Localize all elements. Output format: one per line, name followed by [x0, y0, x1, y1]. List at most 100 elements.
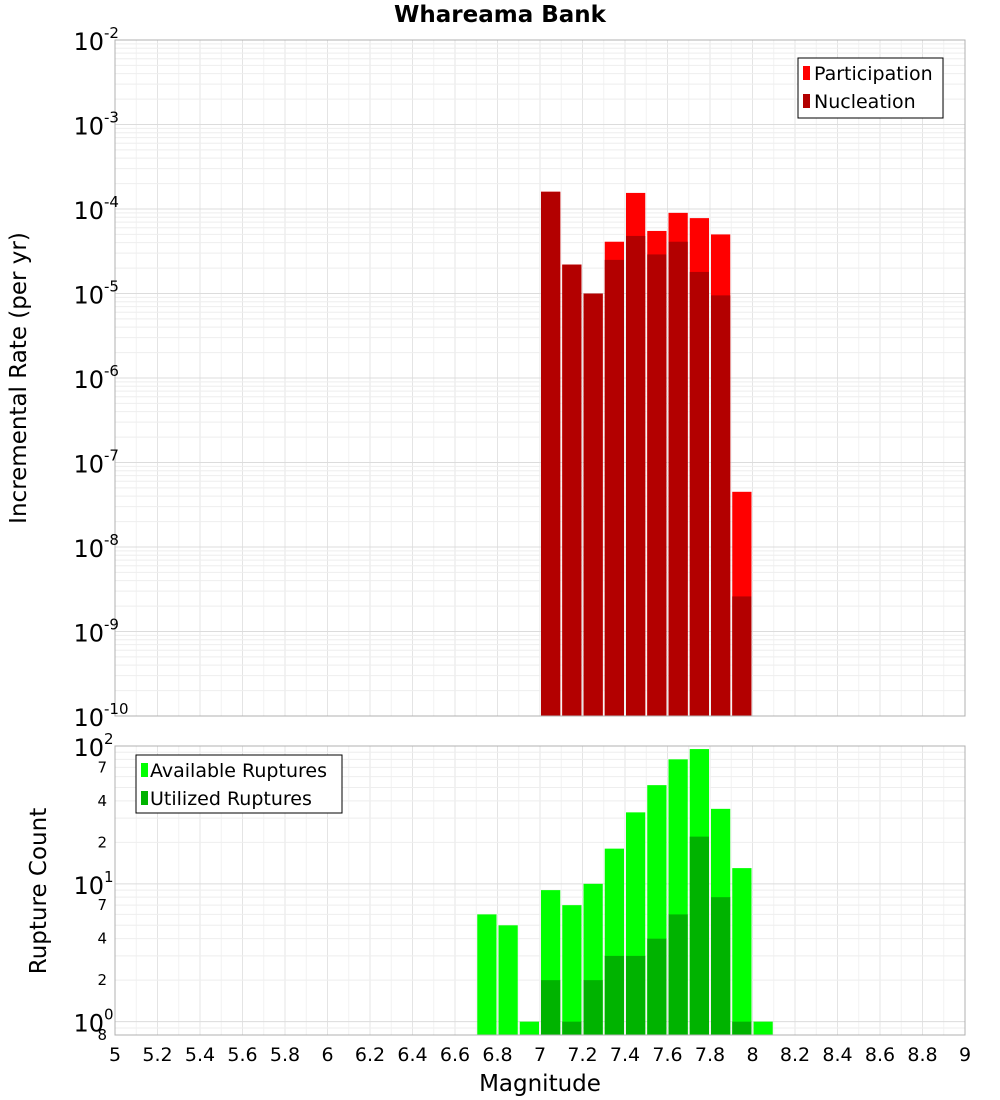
count-plot-frame: [114, 745, 966, 1036]
nucleation-bar: [583, 293, 603, 716]
participation-swatch: [803, 66, 810, 80]
count-y-tick-exponent: 0: [104, 1006, 114, 1024]
utilized-ruptures-bar: [626, 955, 646, 1035]
x-tick-label: 6.8: [482, 1044, 512, 1066]
rate-y-tick-exponent: -4: [104, 193, 119, 211]
count-y-tick-base: 10: [73, 1010, 104, 1038]
rate-y-tick-exponent: -7: [104, 447, 119, 465]
nucleation-bar: [541, 191, 561, 717]
count-y-tick-base: 10: [73, 734, 104, 762]
utilized-ruptures-bar: [647, 938, 667, 1035]
nucleation-bar: [668, 241, 688, 716]
rate-y-tick-exponent: -8: [104, 531, 119, 549]
count-bars: [477, 749, 773, 1035]
rate-legend: Participation Nucleation: [797, 57, 944, 119]
x-tick-label: 7.8: [695, 1044, 725, 1066]
rate-bars: [541, 191, 752, 717]
chart-title: Whareama Bank: [394, 2, 607, 28]
count-y-minor-tick: 8: [97, 1026, 107, 1044]
available-ruptures-bar: [477, 914, 497, 1035]
count-legend-box: [135, 754, 343, 814]
utilized-ruptures-bar: [668, 914, 688, 1035]
rate-y-tick-exponent: -2: [104, 24, 119, 42]
rate-y-tick-exponent: -10: [104, 700, 129, 718]
x-tick-label: 7: [534, 1044, 546, 1066]
count-y-minor-tick: 2: [97, 833, 107, 851]
rate-y-axis-label: Incremental Rate (per yr): [6, 232, 32, 524]
magnitude-x-ticks: 5 5.2 5.4 5.6 5.8 6 6.2 6.4 6.6 6.8 7 7.2 7.4 7.6 7.8 8…: [109, 1044, 971, 1066]
nucleation-bar: [626, 235, 646, 716]
x-tick-label: 7.2: [567, 1044, 597, 1066]
count-y-minor-tick: 4: [97, 792, 107, 810]
rate-y-tick-exponent: -9: [104, 616, 119, 634]
available-ruptures-bar: [753, 1021, 773, 1035]
count-y-tick-exponent: 2: [104, 730, 114, 748]
utilized-swatch: [141, 791, 148, 805]
utilized-ruptures-bar: [562, 1021, 582, 1035]
x-tick-label: 5.4: [185, 1044, 215, 1066]
count-legend: Available Ruptures Utilized Ruptures: [135, 754, 343, 814]
rate-y-tick-exponent: -6: [104, 362, 119, 380]
x-tick-label: 7.4: [610, 1044, 640, 1066]
rate-y-tick-base: 10: [73, 704, 104, 732]
rate-y-tick-exponent: -3: [104, 109, 119, 127]
x-tick-label: 7.6: [652, 1044, 682, 1066]
utilized-ruptures-bar: [541, 980, 561, 1035]
count-y-minor-tick: 7: [97, 896, 107, 914]
x-tick-label: 8: [746, 1044, 758, 1066]
x-tick-label: 6.4: [397, 1044, 427, 1066]
available-ruptures-bar: [732, 868, 752, 1035]
utilized-ruptures-bar: [689, 836, 709, 1035]
x-tick-label: 8.2: [780, 1044, 810, 1066]
rate-legend-box: [797, 57, 944, 119]
count-y-axis-label: Rupture Count: [26, 808, 52, 974]
count-gridlines: [114, 746, 966, 1036]
rate-y-tick-base: 10: [73, 451, 104, 479]
available-legend-label: Available Ruptures: [150, 760, 327, 782]
rate-y-tick-base: 10: [73, 366, 104, 394]
rate-plot-frame: [114, 39, 966, 717]
nucleation-bar: [711, 295, 731, 716]
x-tick-label: 9: [959, 1044, 971, 1066]
participation-legend-label: Participation: [814, 63, 933, 85]
available-swatch: [141, 763, 148, 777]
x-tick-label: 5: [109, 1044, 121, 1066]
nucleation-bar: [647, 254, 667, 716]
available-ruptures-bar: [498, 925, 518, 1035]
utilized-ruptures-bar: [732, 1021, 752, 1035]
x-tick-label: 5.6: [227, 1044, 257, 1066]
count-y-minor-tick: 4: [97, 930, 107, 948]
available-ruptures-bar: [519, 1021, 539, 1035]
count-y-tick-exponent: 1: [104, 868, 114, 886]
utilized-ruptures-bar: [583, 980, 603, 1035]
nucleation-bar: [604, 259, 624, 716]
rate-y-tick-base: 10: [73, 197, 104, 225]
rate-y-ticks: 10-210-310-410-510-610-710-810-910-10: [73, 24, 128, 732]
x-tick-label: 6: [321, 1044, 333, 1066]
count-y-minor-tick: 2: [97, 971, 107, 989]
x-tick-label: 8.8: [907, 1044, 937, 1066]
rate-y-tick-base: 10: [73, 28, 104, 56]
x-tick-label: 8.6: [865, 1044, 895, 1066]
x-tick-label: 5.2: [142, 1044, 172, 1066]
count-y-tick-base: 10: [73, 872, 104, 900]
rate-y-tick-base: 10: [73, 282, 104, 310]
x-tick-label: 8.4: [822, 1044, 852, 1066]
nucleation-bar: [732, 596, 752, 716]
x-tick-label: 5.8: [270, 1044, 300, 1066]
available-ruptures-bar: [562, 905, 582, 1035]
nucleation-swatch: [803, 94, 810, 108]
x-tick-label: 6.2: [355, 1044, 385, 1066]
nucleation-legend-label: Nucleation: [814, 91, 916, 113]
rate-y-tick-base: 10: [73, 535, 104, 563]
x-tick-label: 6.6: [440, 1044, 470, 1066]
utilized-legend-label: Utilized Ruptures: [150, 788, 312, 810]
rate-y-tick-base: 10: [73, 620, 104, 648]
x-axis-label: Magnitude: [479, 1071, 601, 1097]
utilized-ruptures-bar: [711, 897, 731, 1035]
nucleation-bar: [689, 271, 709, 716]
rate-gridlines: [114, 40, 966, 717]
